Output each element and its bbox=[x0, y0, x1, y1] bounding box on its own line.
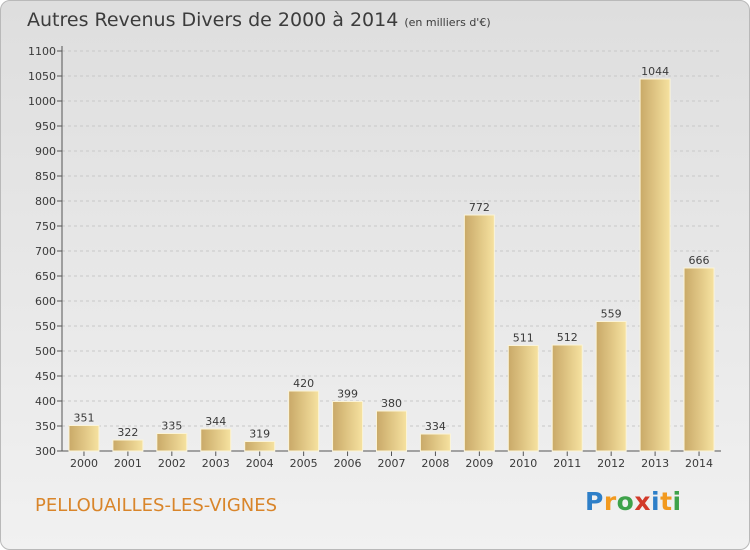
bar-2005 bbox=[288, 390, 320, 452]
x-tick-label: 2003 bbox=[202, 457, 230, 470]
y-tick-label: 1000 bbox=[28, 95, 56, 108]
logo-letter: t bbox=[660, 487, 673, 516]
logo-letter: i bbox=[651, 487, 661, 516]
bar-2010 bbox=[507, 345, 539, 452]
bar-2004 bbox=[244, 441, 276, 452]
town-name: PELLOUAILLES-LES-VIGNES bbox=[35, 495, 278, 516]
bar-2007 bbox=[376, 410, 407, 452]
value-label: 322 bbox=[117, 426, 138, 439]
chart-title-text: Autres Revenus Divers de 2000 à 2014 bbox=[27, 9, 399, 31]
x-tick-label: 2007 bbox=[378, 457, 406, 470]
bar-2006 bbox=[332, 401, 364, 452]
bar-2003 bbox=[200, 428, 232, 452]
value-label: 559 bbox=[601, 308, 622, 321]
y-tick-label: 400 bbox=[35, 395, 56, 408]
y-tick-label: 500 bbox=[35, 345, 56, 358]
logo-letter: x bbox=[634, 487, 651, 516]
bars bbox=[68, 78, 715, 452]
x-tick-label: 2013 bbox=[641, 457, 669, 470]
y-tick-label: 1100 bbox=[28, 45, 56, 58]
chart-unit: (en milliers d'€) bbox=[404, 16, 491, 29]
y-tick-label: 300 bbox=[35, 445, 56, 458]
bar-2011 bbox=[551, 344, 583, 452]
chart-title: Autres Revenus Divers de 2000 à 2014 (en … bbox=[27, 9, 491, 31]
x-tick-label: 2000 bbox=[70, 457, 98, 470]
x-tick-label: 2012 bbox=[597, 457, 625, 470]
logo-letter: o bbox=[616, 487, 635, 516]
value-label: 334 bbox=[425, 420, 446, 433]
bar-2001 bbox=[112, 439, 144, 452]
bar-2009 bbox=[463, 214, 495, 452]
x-tick-label: 2002 bbox=[158, 457, 186, 470]
logo-letter: r bbox=[603, 487, 617, 516]
grid-lines bbox=[62, 50, 721, 427]
value-label: 319 bbox=[249, 428, 270, 441]
value-label: 511 bbox=[513, 332, 534, 345]
bar-2013 bbox=[639, 78, 671, 452]
y-tick-labels: 300 350 400 450 500 550 600 650 700 750 800 850 900 9… bbox=[28, 45, 56, 458]
bar-2014 bbox=[683, 267, 715, 452]
y-tick-label: 600 bbox=[35, 295, 56, 308]
y-tick-label: 650 bbox=[35, 270, 56, 283]
y-tick-label: 900 bbox=[35, 145, 56, 158]
x-tick-label: 2014 bbox=[685, 457, 713, 470]
y-tick-label: 550 bbox=[35, 320, 56, 333]
y-tick-label: 800 bbox=[35, 195, 56, 208]
value-label: 512 bbox=[557, 331, 578, 344]
x-tick-label: 2005 bbox=[290, 457, 318, 470]
x-tick-label: 2006 bbox=[334, 457, 362, 470]
x-tick-label: 2004 bbox=[246, 457, 274, 470]
value-label: 772 bbox=[469, 201, 490, 214]
y-tick-label: 350 bbox=[35, 420, 56, 433]
value-label: 380 bbox=[381, 397, 402, 410]
bar-2012 bbox=[595, 321, 627, 452]
logo-letter: i bbox=[672, 487, 682, 516]
value-label: 344 bbox=[205, 415, 226, 428]
value-label: 420 bbox=[293, 377, 314, 390]
x-tick-label: 2001 bbox=[114, 457, 142, 470]
value-label: 1044 bbox=[641, 65, 669, 78]
x-tick-label: 2009 bbox=[465, 457, 493, 470]
y-tick-label: 1050 bbox=[28, 70, 56, 83]
logo-letter: P bbox=[585, 487, 604, 516]
x-tick-label: 2010 bbox=[509, 457, 537, 470]
y-tick-label: 750 bbox=[35, 220, 56, 233]
x-tick-labels: 2000 2001 2002 2003 2004 2005 2006 2007 2008 2009… bbox=[70, 457, 713, 470]
value-label: 335 bbox=[161, 420, 182, 433]
y-tick-label: 450 bbox=[35, 370, 56, 383]
value-label: 666 bbox=[689, 254, 710, 267]
bar-2008 bbox=[419, 433, 451, 452]
bar-2000 bbox=[68, 425, 100, 452]
y-tick-label: 850 bbox=[35, 170, 56, 183]
x-tick-label: 2011 bbox=[553, 457, 581, 470]
x-tick-label: 2008 bbox=[421, 457, 449, 470]
value-label: 351 bbox=[73, 412, 94, 425]
value-label: 399 bbox=[337, 388, 358, 401]
proxiti-logo[interactable]: Proxiti bbox=[585, 487, 682, 516]
bar-2002 bbox=[156, 433, 188, 452]
y-tick-label: 950 bbox=[35, 120, 56, 133]
y-tick-label: 700 bbox=[35, 245, 56, 258]
value-labels: 351 322 335 344 319 420 399 380 334 772 511 512 559 1… bbox=[73, 65, 709, 441]
